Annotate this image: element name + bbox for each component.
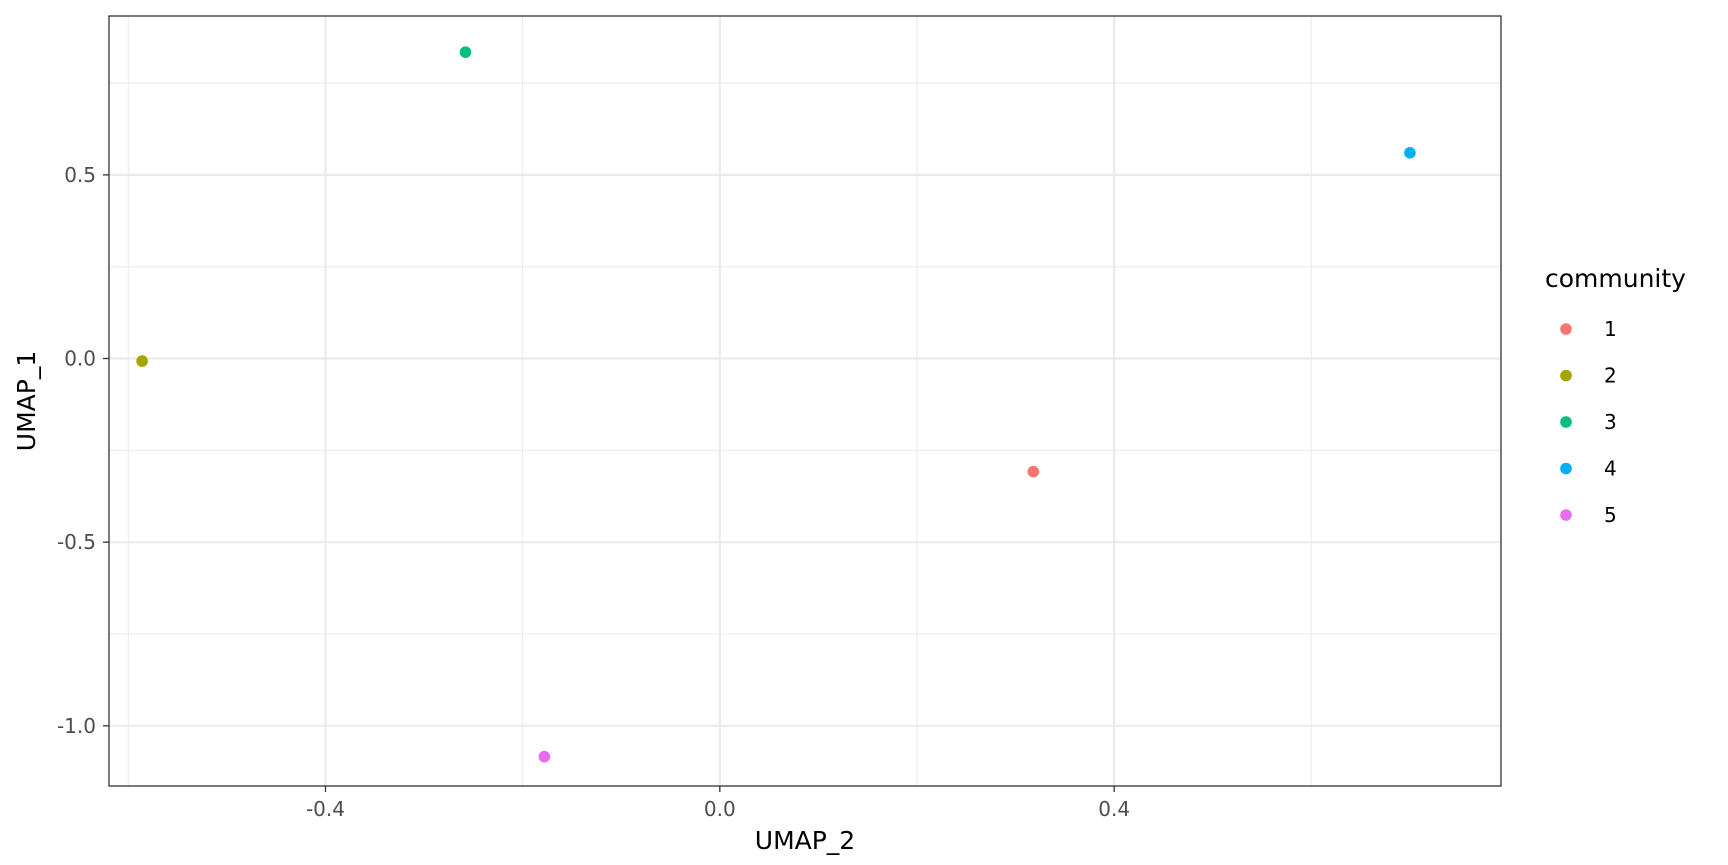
panel-background <box>109 16 1501 786</box>
legend-label-5: 5 <box>1604 503 1617 527</box>
panel-border <box>108 15 1502 787</box>
legend-label-2: 2 <box>1604 364 1617 388</box>
legend-title: community <box>1545 264 1686 293</box>
y-tick-label: 0.5 <box>64 163 96 187</box>
legend-key-5 <box>1560 509 1572 521</box>
legend-key-3 <box>1560 416 1572 428</box>
data-point-community-1 <box>1027 465 1040 478</box>
legend-key-4 <box>1560 462 1572 475</box>
x-axis-title: UMAP_2 <box>755 826 855 855</box>
x-tick-label: -0.4 <box>306 797 345 821</box>
legend-label-3: 3 <box>1604 410 1617 434</box>
legend-label-1: 1 <box>1604 317 1617 341</box>
data-points <box>136 46 1416 763</box>
x-tick-label: 0.4 <box>1098 797 1130 821</box>
data-point-community-4 <box>1404 147 1416 159</box>
data-point-community-2 <box>136 355 148 367</box>
legend: community 1 2 3 4 5 <box>1545 264 1686 527</box>
x-axis: -0.4 0.0 0.4 <box>306 786 1130 821</box>
y-tick-label: 0.0 <box>64 347 96 371</box>
minor-gridlines <box>109 16 1501 786</box>
y-tick-label: -1.0 <box>57 714 96 738</box>
x-tick-label: 0.0 <box>704 797 736 821</box>
y-axis-title: UMAP_1 <box>12 351 41 451</box>
y-tick-label: -0.5 <box>57 530 96 554</box>
major-gridlines <box>109 16 1501 786</box>
y-axis: 0.5 0.0 -0.5 -1.0 <box>57 163 109 738</box>
legend-key-1 <box>1560 323 1572 335</box>
legend-key-2 <box>1560 369 1572 382</box>
data-point-community-5 <box>538 750 551 763</box>
legend-items: 1 2 3 4 5 <box>1560 317 1617 527</box>
plot-panel <box>108 15 1502 787</box>
legend-label-4: 4 <box>1604 457 1617 481</box>
data-point-community-3 <box>459 46 472 58</box>
